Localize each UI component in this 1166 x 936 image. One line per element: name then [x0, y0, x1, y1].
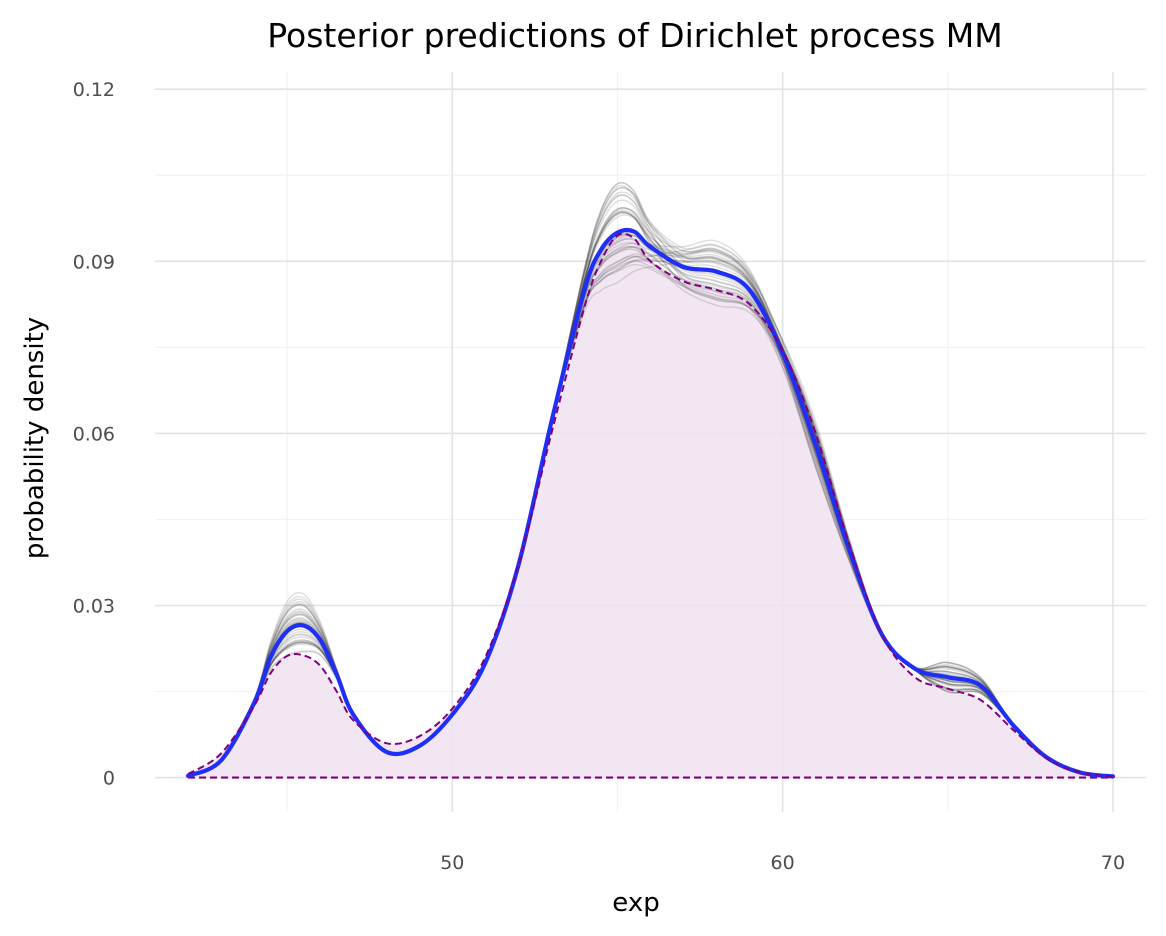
y-axis-title: probability density [20, 317, 50, 559]
posterior-mean-line [185, 227, 1116, 779]
chart-title: Posterior predictions of Dirichlet proce… [267, 16, 1002, 55]
kde-fill-area [188, 233, 1113, 778]
x-axis-title: exp [612, 888, 659, 918]
x-tick-label: 60 [771, 852, 795, 874]
kde-area [188, 233, 1113, 778]
x-tick-label: 70 [1101, 852, 1125, 874]
y-tick-label: 0 [103, 768, 115, 790]
y-tick-label: 0.06 [73, 423, 115, 445]
y-tick-label: 0.03 [73, 595, 115, 617]
tick-labels: 0 0.03 0.06 0.09 0.12 50 60 70 [73, 79, 1125, 874]
y-tick-label: 0.09 [73, 251, 115, 273]
x-tick-label: 50 [440, 852, 464, 874]
y-tick-label: 0.12 [73, 79, 115, 101]
kde-dashed-line [187, 232, 1114, 778]
series-lines [185, 227, 1116, 779]
